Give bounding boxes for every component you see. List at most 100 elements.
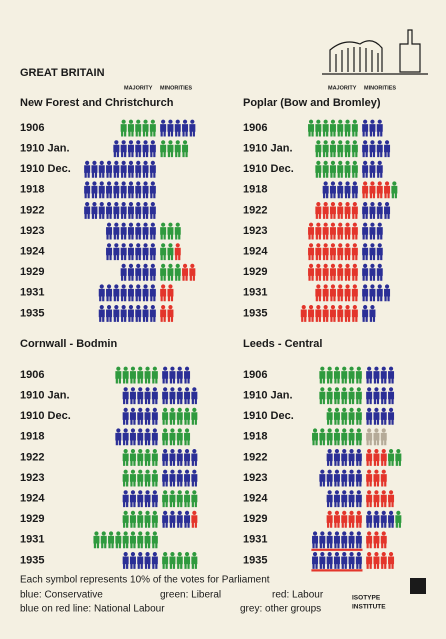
- symbol-group: [182, 263, 196, 281]
- year-label: 1929: [20, 513, 44, 525]
- symbol-group: [312, 552, 362, 569]
- column-header: MINORITIES: [364, 85, 396, 91]
- year-label: 1923: [20, 472, 44, 484]
- institute-name: ISOTYPE: [352, 595, 381, 602]
- symbol-group: [162, 366, 191, 384]
- year-label: 1931: [243, 287, 267, 299]
- symbol-group: [122, 490, 158, 508]
- year-label: 1918: [243, 431, 267, 443]
- symbol-group: [113, 140, 156, 158]
- page-title: GREAT BRITAIN: [20, 67, 105, 79]
- year-label: 1931: [20, 287, 44, 299]
- symbol-group: [174, 243, 181, 261]
- footer-note: Each symbol represents 10% of the votes …: [20, 575, 270, 586]
- symbol-group: [162, 490, 198, 508]
- year-label: 1929: [20, 266, 44, 278]
- symbol-group: [160, 263, 181, 281]
- symbol-group: [362, 222, 383, 240]
- institute-logo: [410, 578, 426, 594]
- year-label: 1910 Dec.: [243, 163, 294, 175]
- year-label: 1918: [20, 184, 44, 196]
- year-label: 1924: [243, 246, 268, 258]
- symbol-group: [191, 510, 198, 528]
- year-label: 1924: [20, 493, 45, 505]
- year-label: 1910 Dec.: [243, 410, 294, 422]
- year-label: 1910 Jan.: [243, 143, 293, 155]
- year-label: 1923: [243, 472, 267, 484]
- year-label: 1922: [243, 204, 267, 216]
- symbol-group: [120, 263, 156, 281]
- year-label: 1910 Dec.: [20, 410, 71, 422]
- year-label: 1935: [243, 554, 267, 566]
- symbol-group: [122, 387, 158, 405]
- year-label: 1924: [20, 246, 45, 258]
- symbol-group: [300, 305, 358, 322]
- symbol-group: [308, 119, 358, 137]
- panel-title: Cornwall - Bodmin: [20, 338, 117, 350]
- symbol-group: [315, 284, 358, 302]
- symbol-group: [160, 305, 174, 322]
- year-label: 1931: [20, 534, 44, 546]
- year-label: 1906: [20, 122, 44, 134]
- symbol-group: [160, 284, 174, 302]
- year-label: 1918: [20, 431, 44, 443]
- legend-entry: blue: Conservative: [20, 590, 103, 601]
- legend-entry: red: Labour: [272, 590, 324, 601]
- symbol-group: [120, 119, 156, 137]
- symbol-group: [162, 428, 191, 446]
- symbol-group: [106, 222, 156, 240]
- symbol-group: [366, 407, 395, 425]
- column-header: MAJORITY: [124, 85, 153, 91]
- symbol-group: [162, 387, 198, 405]
- symbol-group: [98, 304, 156, 322]
- symbol-group: [362, 140, 391, 158]
- symbol-group: [322, 181, 358, 199]
- symbol-group: [362, 160, 383, 178]
- year-label: 1931: [243, 534, 267, 546]
- symbol-group: [366, 469, 387, 487]
- panels: New Forest and Christchurch 1906 1910 Jan.…: [20, 97, 402, 572]
- symbol-group: [366, 510, 395, 528]
- year-label: 1922: [20, 451, 44, 463]
- symbol-group: [326, 490, 362, 508]
- symbol-group: [93, 531, 158, 549]
- symbol-group: [160, 243, 174, 261]
- symbol-group: [362, 202, 391, 219]
- symbol-group: [366, 366, 395, 384]
- year-label: 1910 Jan.: [243, 390, 293, 402]
- symbol-group: [160, 119, 196, 137]
- symbol-group: [106, 243, 156, 261]
- symbol-group: [315, 202, 358, 219]
- legend-entry: grey: other groups: [240, 604, 321, 615]
- legend-entry: blue on red line: National Labour: [20, 604, 165, 615]
- symbol-group: [362, 263, 383, 281]
- year-label: 1935: [243, 307, 267, 319]
- panel-title: Leeds - Central: [243, 338, 322, 350]
- symbol-group: [115, 366, 158, 384]
- institute-name: INSTITUTE: [352, 604, 386, 611]
- symbol-group: [315, 160, 358, 178]
- year-label: 1924: [243, 493, 268, 505]
- symbol-group: [395, 510, 402, 528]
- symbol-group: [326, 407, 362, 425]
- year-label: 1923: [243, 225, 267, 237]
- symbol-group: [308, 263, 358, 281]
- emblem: [322, 29, 428, 75]
- symbol-group: [162, 469, 198, 487]
- symbol-group: [366, 428, 387, 446]
- symbol-group: [122, 469, 158, 487]
- year-label: 1923: [20, 225, 44, 237]
- column-header: MINORITIES: [160, 85, 192, 91]
- symbol-group: [162, 552, 198, 569]
- symbol-group: [319, 469, 362, 487]
- symbol-group: [162, 449, 198, 466]
- year-label: 1935: [20, 554, 44, 566]
- symbol-group: [362, 305, 376, 322]
- symbol-group: [326, 449, 362, 466]
- year-label: 1922: [20, 204, 44, 216]
- symbol-group: [362, 181, 391, 199]
- year-label: 1906: [20, 369, 44, 381]
- symbol-group: [362, 119, 383, 137]
- symbol-group: [388, 449, 402, 466]
